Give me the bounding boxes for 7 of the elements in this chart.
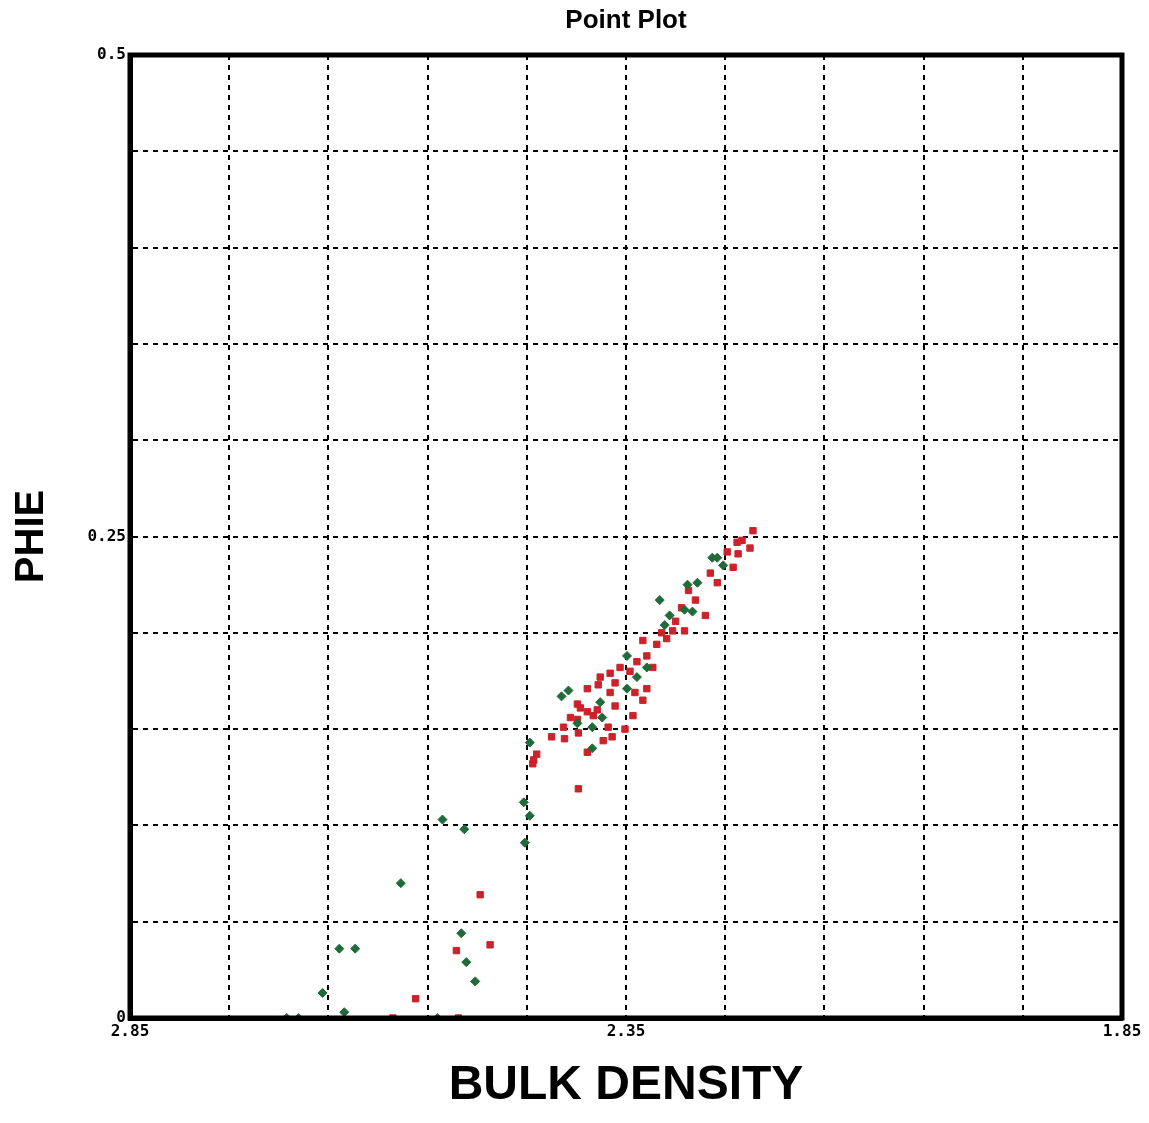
y-axis-title: PHIE [7,489,52,584]
y-tick-label: 0.25 [87,525,126,545]
y-tick-label: 0.5 [97,44,126,64]
x-tick-label: 1.85 [1102,1020,1142,1040]
x-axis-title: BULK DENSITY [448,1056,804,1110]
chart-title: Point Plot [565,4,687,35]
x-tick-label: 2.35 [606,1020,646,1040]
